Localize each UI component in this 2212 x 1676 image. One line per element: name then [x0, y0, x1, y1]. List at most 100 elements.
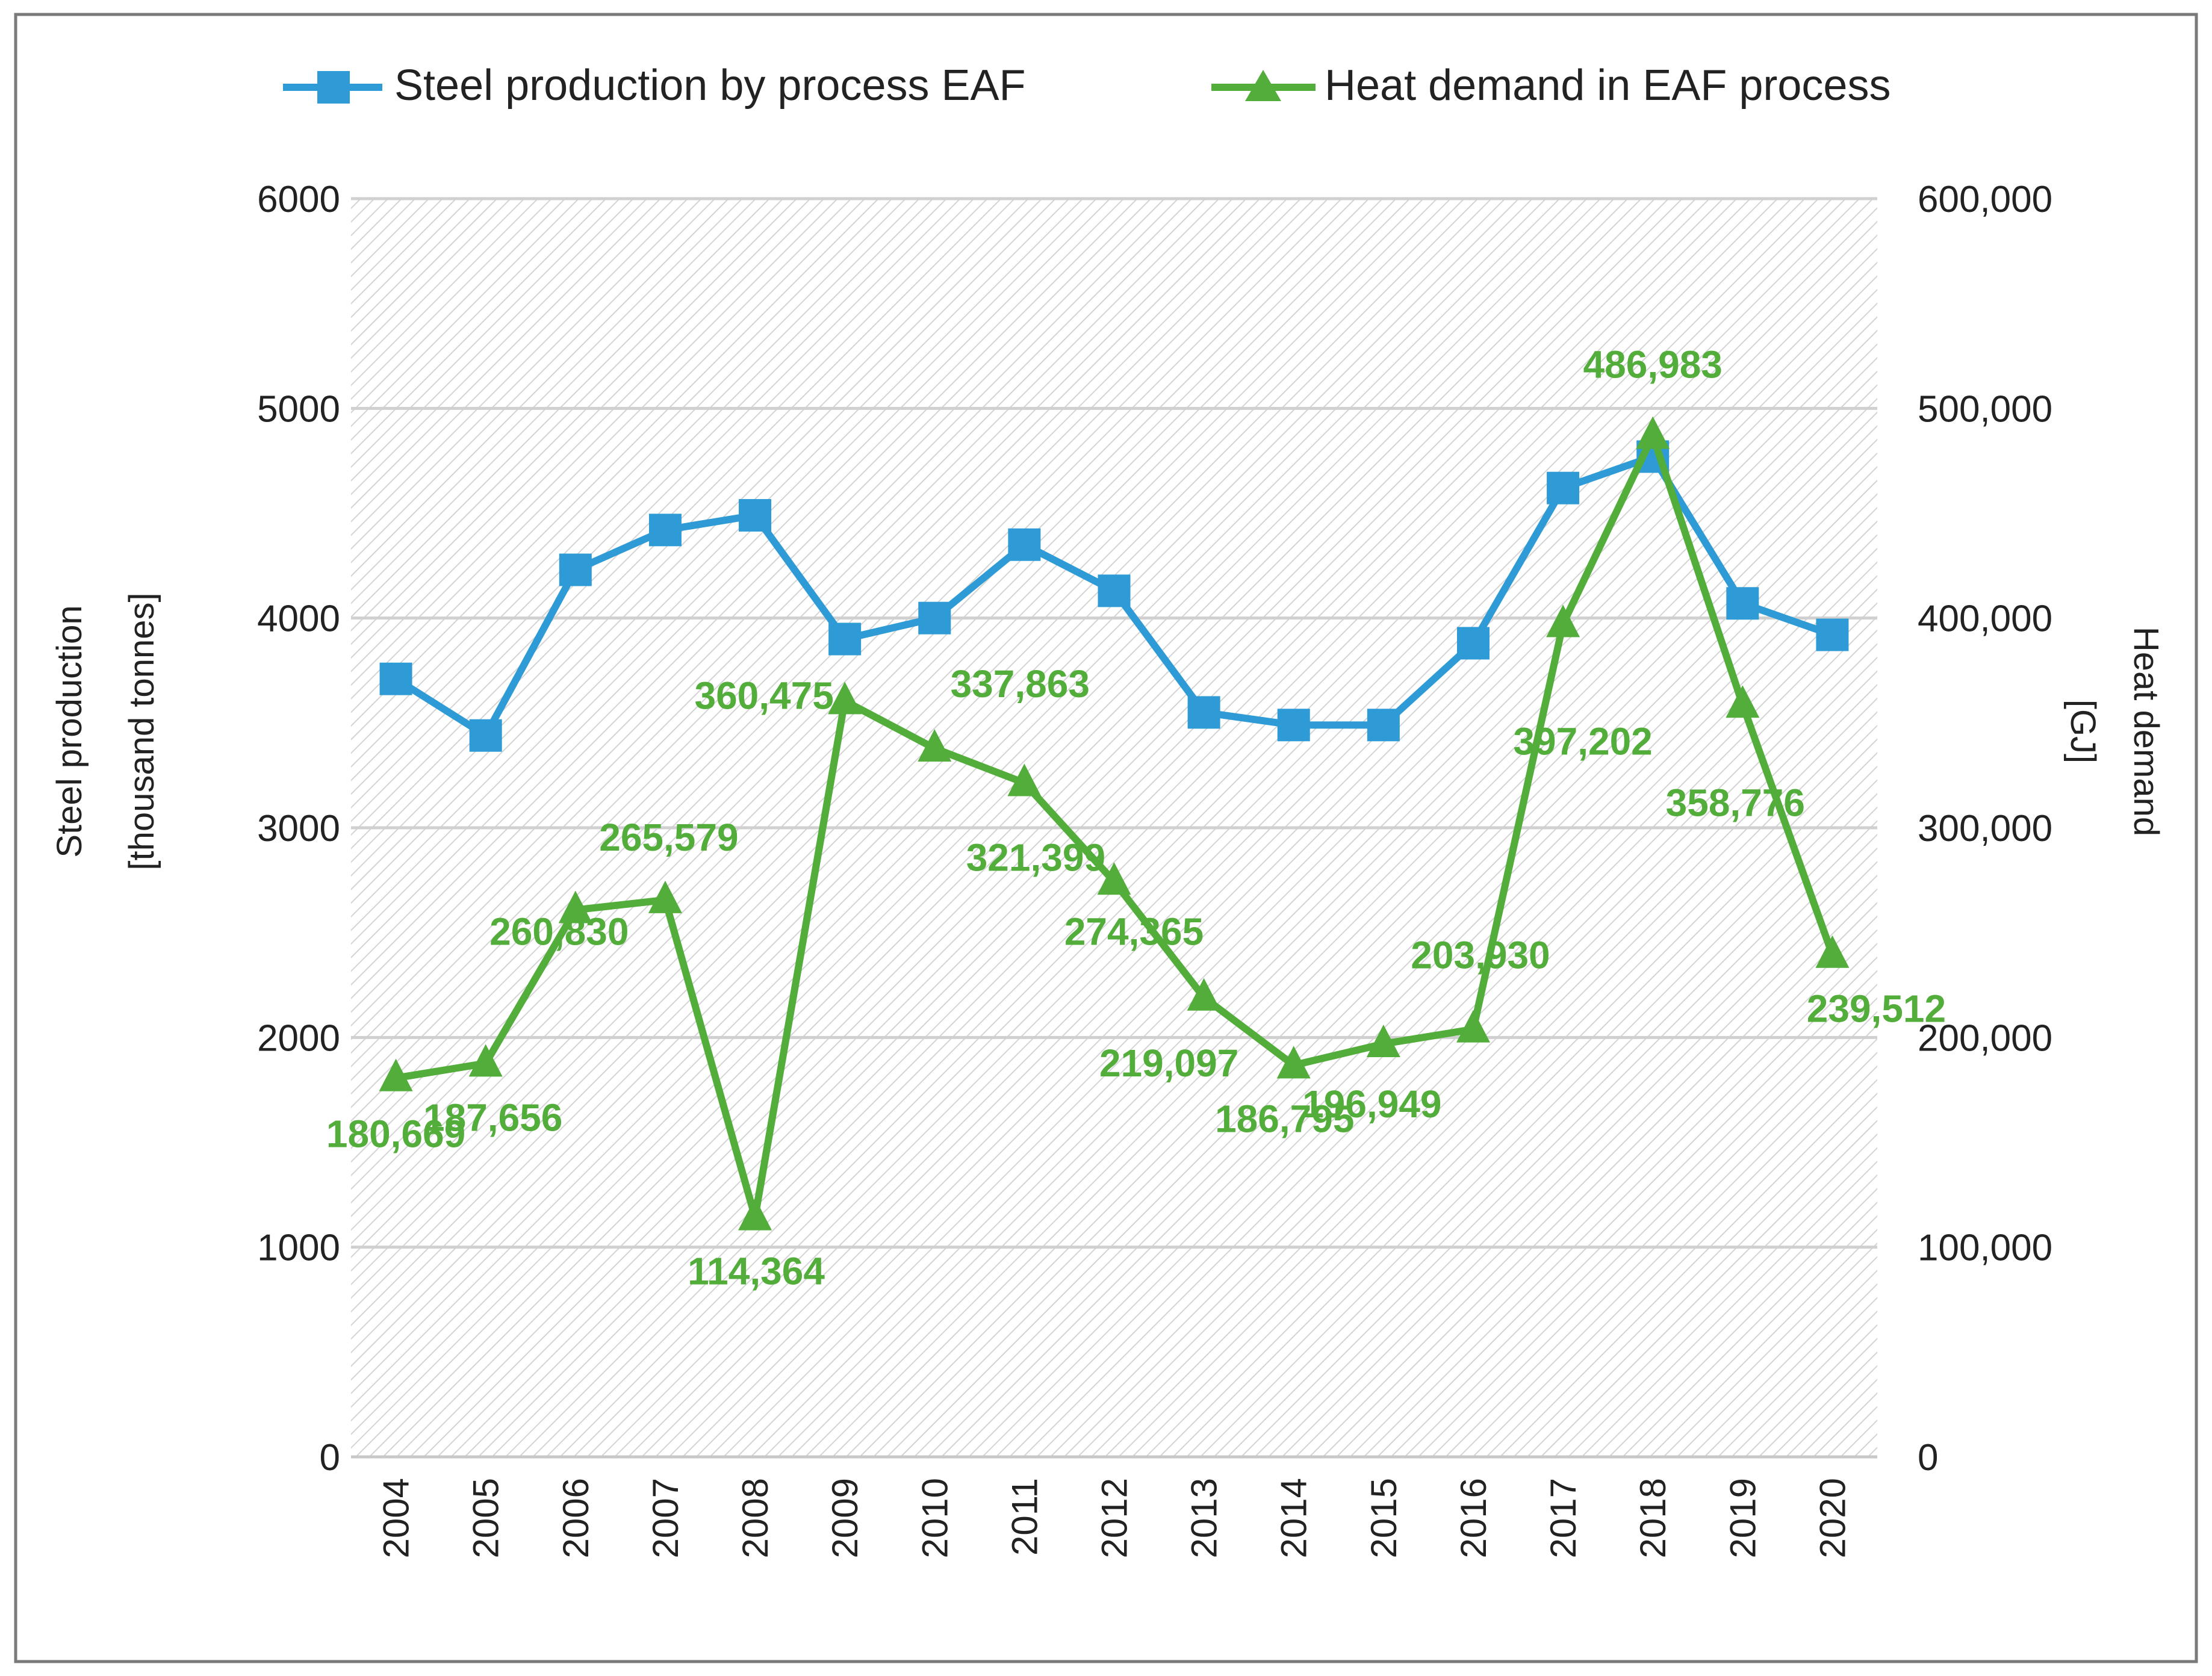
- steel-point: [918, 601, 951, 635]
- x-tick-label: 2016: [1453, 1478, 1494, 1558]
- right-tick-label: 200,000: [1918, 1017, 2052, 1059]
- left-tick-label: 0: [320, 1437, 340, 1479]
- steel-point: [1726, 587, 1759, 620]
- heat-data-label: 260,830: [489, 910, 629, 953]
- heat-point: [918, 729, 952, 762]
- x-axis-ticks: 2004 2005 2006 2007 2008 2009 2010 2011 2012 2013…: [376, 1478, 1853, 1558]
- heat-point: [1456, 1010, 1490, 1043]
- heat-data-label: 274,365: [1064, 910, 1204, 953]
- steel-point: [1098, 574, 1131, 607]
- gridlines: [351, 197, 1877, 1459]
- steel-point: [739, 498, 772, 532]
- left-tick-label: 4000: [257, 598, 340, 640]
- heat-data-label: 239,512: [1807, 987, 1946, 1031]
- heat-data-label: 337,863: [951, 662, 1090, 706]
- heat-point: [1097, 862, 1131, 895]
- heat-point: [468, 1044, 503, 1077]
- steel-point: [1187, 696, 1220, 729]
- heat-point: [1636, 416, 1670, 449]
- x-tick-label: 2009: [825, 1478, 865, 1558]
- x-tick-label: 2012: [1095, 1478, 1135, 1558]
- right-tick-label: 300,000: [1918, 808, 2052, 849]
- heat-data-label: 203,930: [1411, 934, 1550, 977]
- heat-point: [1007, 763, 1042, 796]
- heat-data-label: 397,202: [1513, 719, 1652, 763]
- steel-point: [1008, 528, 1041, 561]
- right-tick-label: 500,000: [1918, 388, 2052, 430]
- x-tick-label: 2013: [1184, 1478, 1225, 1558]
- heat-point: [558, 890, 592, 923]
- right-axis-title-line1: Heat demand: [2127, 627, 2166, 836]
- steel-point: [828, 622, 862, 656]
- heat-data-label: 219,097: [1099, 1041, 1238, 1085]
- steel-point: [1816, 618, 1849, 651]
- legend: Steel production by process EAF Heat dem…: [283, 61, 1890, 110]
- x-tick-label: 2006: [556, 1478, 596, 1558]
- x-tick-label: 2014: [1274, 1478, 1314, 1558]
- series-layer: [379, 416, 1850, 1231]
- heat-data-label: 321,399: [966, 836, 1105, 879]
- heat-point: [648, 880, 682, 913]
- steel-point: [469, 719, 502, 752]
- x-tick-label: 2004: [376, 1478, 417, 1558]
- left-tick-label: 3000: [257, 808, 340, 849]
- left-tick-label: 2000: [257, 1017, 340, 1059]
- heat-point: [1366, 1024, 1400, 1057]
- heat-data-label: 196,949: [1302, 1082, 1441, 1126]
- x-tick-label: 2005: [466, 1478, 506, 1558]
- heat-point: [379, 1058, 413, 1091]
- heat-data-label: 180,669: [326, 1113, 465, 1156]
- legend-item-steel: Steel production by process EAF: [283, 61, 1026, 110]
- steel-point: [648, 514, 682, 547]
- legend-triangle-marker-icon: [1245, 70, 1281, 101]
- steel-point: [1456, 627, 1490, 660]
- x-tick-label: 2011: [1004, 1478, 1045, 1556]
- x-tick-label: 2008: [735, 1478, 775, 1558]
- steel-point: [1367, 709, 1400, 742]
- steel-point: [559, 553, 592, 586]
- heat-data-label: 114,364: [688, 1250, 825, 1293]
- heat-data-label: 186,795: [1215, 1097, 1354, 1140]
- right-tick-label: 600,000: [1918, 179, 2052, 220]
- heat-data-label: 358,776: [1666, 781, 1805, 824]
- right-axis-ticks: 0 100,000 200,000 300,000 400,000 500,000 600,…: [1918, 179, 2052, 1479]
- heat-point: [1187, 978, 1221, 1011]
- heat-point: [1726, 685, 1760, 718]
- left-tick-label: 6000: [257, 179, 340, 220]
- heat-data-label: 265,579: [599, 816, 738, 859]
- heat-data-label: 486,983: [1583, 343, 1723, 386]
- left-axis-title-line1: Steel production: [50, 605, 89, 857]
- heat-point: [1546, 604, 1580, 638]
- right-tick-label: 0: [1918, 1437, 1938, 1479]
- right-tick-label: 400,000: [1918, 598, 2052, 640]
- x-tick-label: 2020: [1812, 1478, 1853, 1558]
- x-tick-label: 2018: [1633, 1478, 1673, 1558]
- left-axis-ticks: 0 1000 2000 3000 4000 5000 6000: [257, 179, 340, 1479]
- x-tick-label: 2015: [1364, 1478, 1404, 1558]
- heat-point: [1815, 935, 1850, 968]
- x-tick-label: 2010: [915, 1478, 955, 1558]
- x-tick-label: 2007: [645, 1478, 686, 1558]
- steel-point: [379, 662, 412, 695]
- x-tick-label: 2017: [1543, 1478, 1583, 1558]
- steel-point: [1277, 709, 1310, 742]
- legend-square-marker-icon: [317, 71, 350, 104]
- heat-point: [1276, 1046, 1311, 1079]
- legend-item-heat: Heat demand in EAF process: [1211, 61, 1890, 110]
- heat-data-label: 187,656: [423, 1096, 562, 1139]
- right-axis-title-line2: [GJ]: [2063, 700, 2102, 763]
- right-tick-label: 100,000: [1918, 1228, 2052, 1269]
- legend-label-heat: Heat demand in EAF process: [1325, 61, 1890, 110]
- steel-point: [1547, 471, 1580, 504]
- left-tick-label: 5000: [257, 388, 340, 430]
- legend-label-steel: Steel production by process EAF: [394, 61, 1026, 110]
- heat-point: [738, 1197, 772, 1231]
- left-axis-title-line2: [thousand tonnes]: [122, 592, 161, 870]
- left-tick-label: 1000: [257, 1228, 340, 1269]
- x-tick-label: 2019: [1723, 1478, 1763, 1558]
- heat-data-label: 360,475: [694, 674, 833, 717]
- heat-point: [828, 681, 862, 715]
